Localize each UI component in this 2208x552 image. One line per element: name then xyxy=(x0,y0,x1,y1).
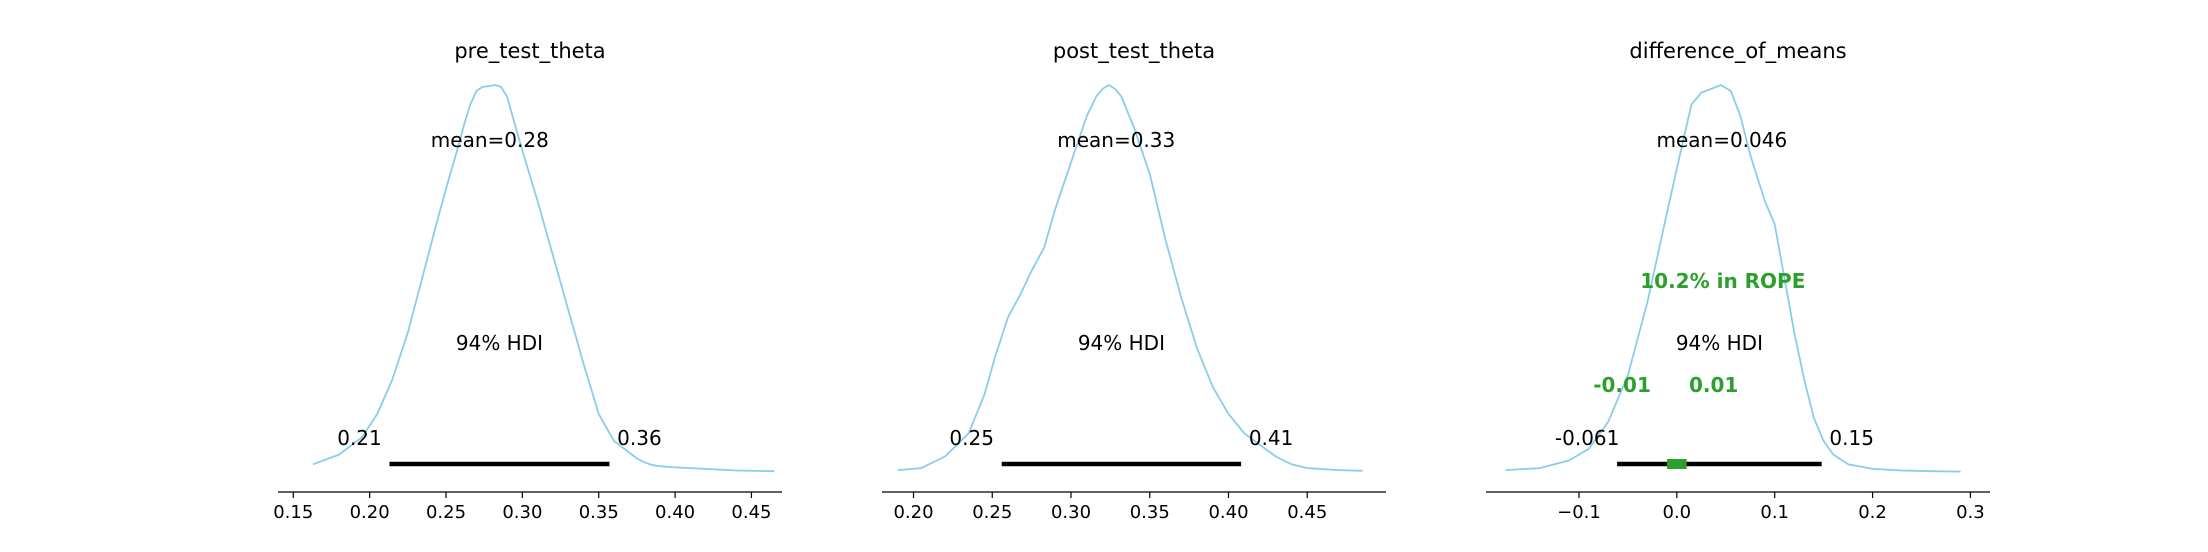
rope-percent-label: 10.2% in ROPE xyxy=(1640,269,1805,293)
hdi-high-label: 0.15 xyxy=(1829,426,1874,450)
x-tick-label: 0.30 xyxy=(502,502,542,523)
panel-title: post_test_theta xyxy=(1053,39,1215,64)
hdi-low-label: 0.25 xyxy=(949,426,994,450)
x-tick-label: 0.3 xyxy=(1956,502,1985,523)
hdi-label: 94% HDI xyxy=(1078,331,1165,355)
x-tick-label: 0.45 xyxy=(731,502,771,523)
x-tick-label: 0.15 xyxy=(273,502,313,523)
rope-low-label: -0.01 xyxy=(1593,373,1651,397)
x-tick-label: 0.0 xyxy=(1663,502,1692,523)
hdi-low-label: 0.21 xyxy=(337,426,382,450)
rope-band xyxy=(1667,459,1687,469)
x-tick-label: 0.35 xyxy=(1130,502,1170,523)
rope-high-label: 0.01 xyxy=(1689,373,1738,397)
hdi-high-label: 0.41 xyxy=(1249,426,1294,450)
density-curve xyxy=(312,84,775,473)
x-tick-label: 0.30 xyxy=(1051,502,1091,523)
x-tick-label: −0.1 xyxy=(1557,502,1601,523)
hdi-low-label: -0.061 xyxy=(1555,426,1619,450)
density-curve xyxy=(1505,84,1961,473)
x-tick-label: 0.20 xyxy=(893,502,933,523)
panel-title: pre_test_theta xyxy=(454,39,605,64)
x-tick-label: 0.45 xyxy=(1287,502,1327,523)
panel-1: pre_test_theta 0.15 0.20 0.25 0.30 0.35 0.40 0.… xyxy=(273,39,782,523)
x-tick-label: 0.40 xyxy=(655,502,695,523)
panel-3: difference_of_means −0.1 0.0 0.1 0.2 0.3 mean=… xyxy=(1486,39,1990,523)
mean-label: mean=0.33 xyxy=(1057,128,1175,152)
panel-title: difference_of_means xyxy=(1629,39,1846,64)
hdi-label: 94% HDI xyxy=(456,331,543,355)
x-tick-label: 0.25 xyxy=(972,502,1012,523)
mean-label: mean=0.046 xyxy=(1656,128,1787,152)
x-tick-label: 0.40 xyxy=(1208,502,1248,523)
x-tick-label: 0.1 xyxy=(1760,502,1789,523)
x-tick-label: 0.2 xyxy=(1858,502,1887,523)
x-tick-label: 0.35 xyxy=(579,502,619,523)
panel-2: post_test_theta 0.20 0.25 0.30 0.35 0.40 0.45 m… xyxy=(882,39,1386,523)
hdi-label: 94% HDI xyxy=(1676,331,1763,355)
hdi-high-label: 0.36 xyxy=(617,426,662,450)
density-curve xyxy=(897,84,1363,472)
x-tick-label: 0.25 xyxy=(426,502,466,523)
mean-label: mean=0.28 xyxy=(431,128,549,152)
x-tick-label: 0.20 xyxy=(350,502,390,523)
